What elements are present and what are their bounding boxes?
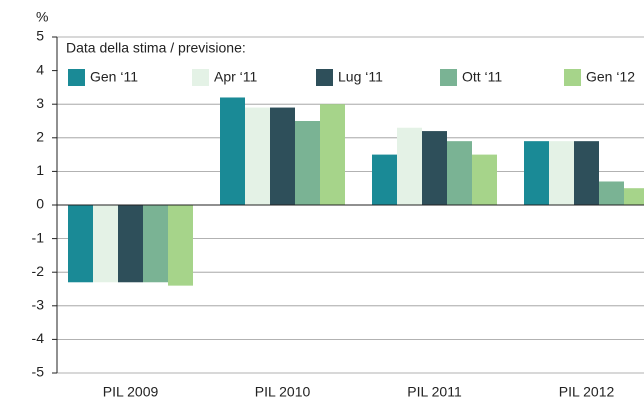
bar (472, 154, 497, 205)
y-tick-label: -5 (32, 364, 45, 380)
y-tick-label: 0 (36, 196, 44, 212)
bar (143, 205, 168, 283)
y-tick-label: -1 (32, 229, 45, 245)
bar (295, 121, 320, 205)
bar (220, 97, 245, 205)
bar (68, 205, 93, 283)
legend-box (58, 38, 644, 92)
bar (624, 188, 644, 205)
y-tick-label: -4 (32, 330, 45, 346)
legend-swatch (564, 69, 581, 86)
y-tick-label: 4 (36, 61, 44, 77)
bar (118, 205, 143, 283)
bar (447, 141, 472, 205)
legend-swatch (316, 69, 333, 86)
legend-label: Ott ‘11 (462, 69, 502, 85)
y-tick-label: 3 (36, 95, 44, 111)
bar (270, 107, 295, 205)
y-unit: % (36, 9, 48, 25)
bar (524, 141, 549, 205)
legend-swatch (440, 69, 457, 86)
bar (168, 205, 193, 286)
y-tick-label: -2 (32, 263, 45, 279)
legend-label: Gen ‘12 (586, 69, 635, 85)
legend-label: Gen ‘11 (90, 69, 138, 85)
bar (245, 107, 270, 205)
legend-label: Lug ‘11 (338, 69, 383, 85)
bar (320, 104, 345, 205)
legend-swatch (68, 69, 85, 86)
bar (422, 131, 447, 205)
x-tick-label: PIL 2009 (103, 384, 159, 400)
bar (599, 181, 624, 205)
y-tick-label: 1 (36, 162, 44, 178)
bar (93, 205, 118, 283)
x-tick-label: PIL 2011 (407, 384, 462, 400)
bar (549, 141, 574, 205)
x-tick-label: PIL 2012 (559, 384, 615, 400)
legend-title: Data della stima / previsione: (66, 40, 246, 56)
bar (372, 154, 397, 205)
legend-label: Apr ‘11 (214, 69, 258, 85)
x-tick-label: PIL 2010 (255, 384, 311, 400)
y-tick-label: -3 (32, 297, 45, 313)
legend-swatch (192, 69, 209, 86)
y-tick-label: 5 (36, 28, 44, 44)
bar (574, 141, 599, 205)
y-tick-label: 2 (36, 129, 44, 145)
bar (397, 127, 422, 205)
